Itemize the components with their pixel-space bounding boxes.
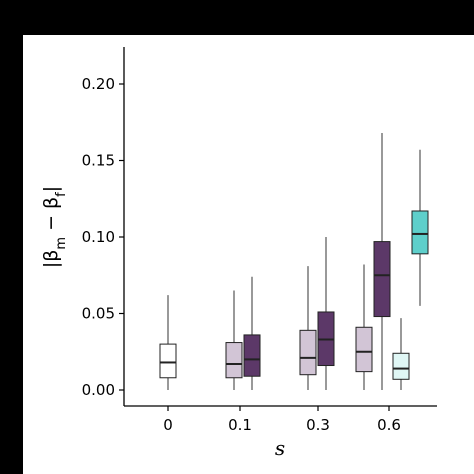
- y-tick-label: 0.05: [82, 305, 115, 323]
- box-6: [373, 132, 391, 390]
- x-axis-title: s: [275, 436, 285, 460]
- x-tick-label: 0.6: [377, 416, 401, 434]
- y-axis-title: |βm − βf|: [40, 186, 69, 268]
- box-8: [411, 149, 429, 306]
- box-4: [317, 237, 335, 390]
- x-axis-ticks: 0 0.1 0.3 0.6: [163, 406, 401, 434]
- box-iqr: [225, 342, 243, 379]
- y-axis-title-open: |β: [40, 250, 62, 269]
- y-tick-label: 0.10: [82, 228, 115, 246]
- y-axis-title-mid: − β: [40, 197, 62, 237]
- x-tick-label: 0.3: [306, 416, 330, 434]
- box-iqr: [411, 210, 429, 255]
- y-axis-title-close: |: [40, 186, 62, 192]
- box-1: [225, 290, 243, 390]
- y-tick-label: 0.20: [82, 75, 115, 93]
- x-tick-label: 0.1: [228, 416, 252, 434]
- y-axis-ticks: 0.00 0.05 0.10 0.15 0.20: [82, 75, 124, 399]
- box-iqr: [392, 352, 410, 380]
- y-axis-title-sub-f: f: [54, 192, 69, 197]
- plot-panel: [23, 35, 474, 474]
- x-tick-label: 0: [163, 416, 173, 434]
- box-3: [299, 266, 317, 390]
- box-iqr: [373, 241, 391, 318]
- box-series: [159, 132, 429, 390]
- box-5: [355, 264, 373, 390]
- y-tick-label: 0.00: [82, 381, 115, 399]
- box-iqr: [243, 334, 261, 377]
- box-iqr: [159, 343, 177, 379]
- y-axis-title-sub-m: m: [54, 237, 69, 250]
- box-2: [243, 276, 261, 390]
- box-iqr: [299, 329, 317, 376]
- box-7: [392, 318, 410, 390]
- y-tick-label: 0.15: [82, 152, 115, 170]
- box-iqr: [355, 326, 373, 373]
- box-0: [159, 295, 177, 390]
